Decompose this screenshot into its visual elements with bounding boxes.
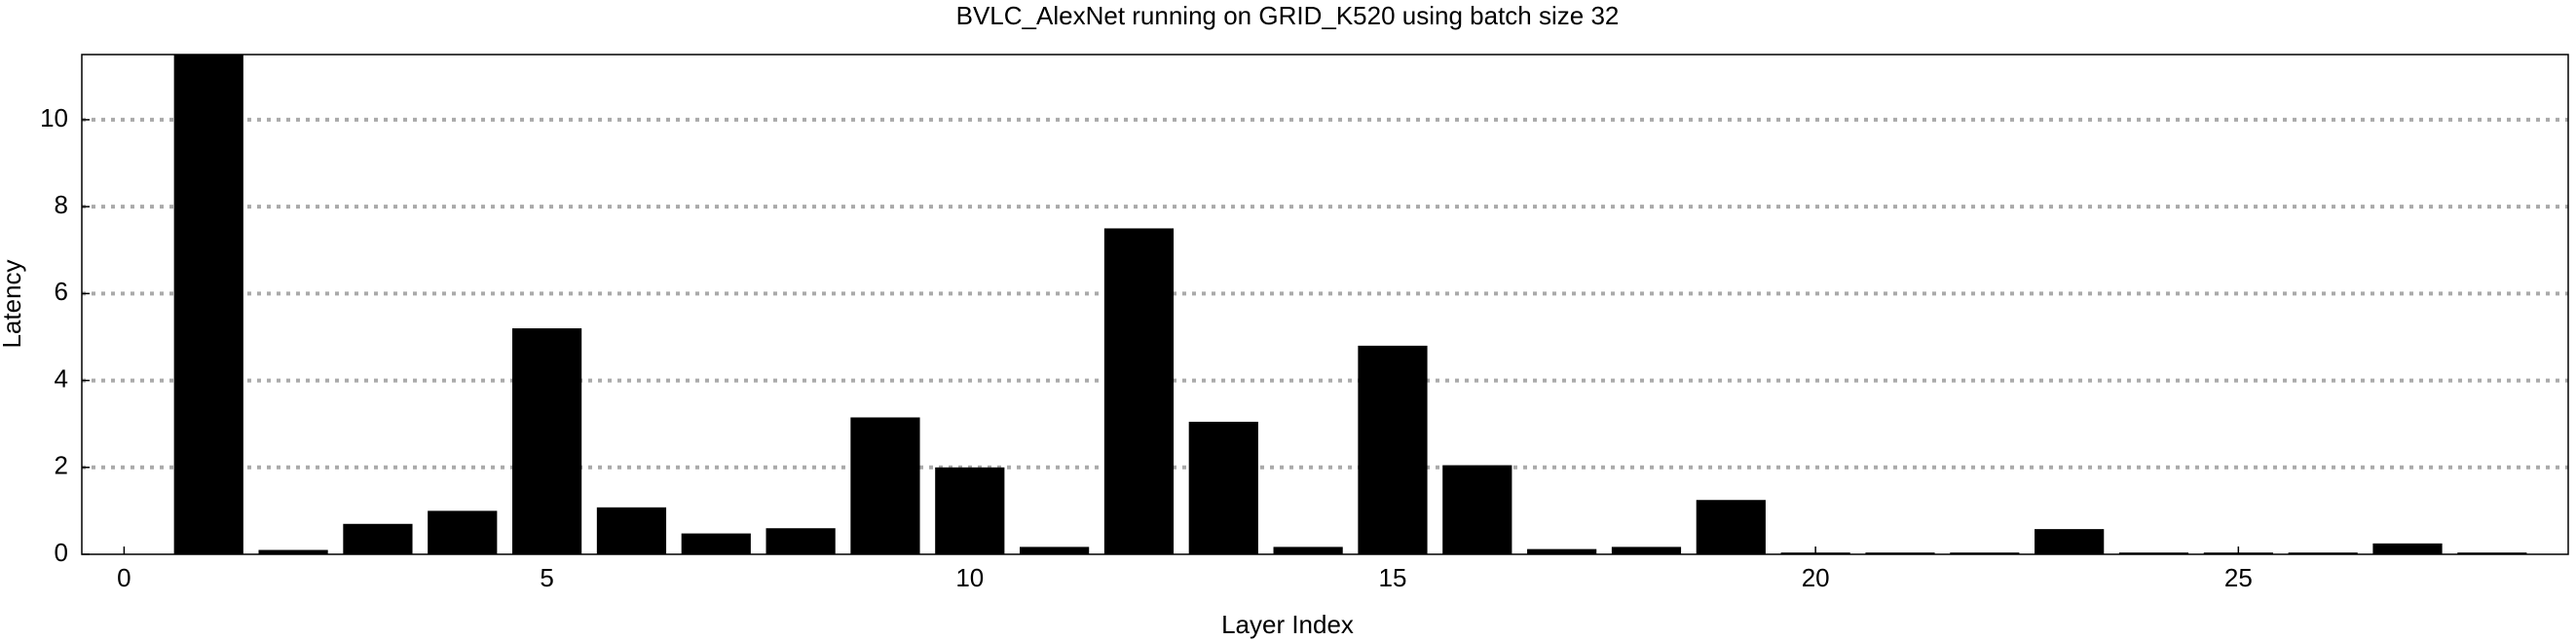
x-tick-label: 15 — [1379, 563, 1407, 592]
y-tick-label: 0 — [55, 538, 68, 567]
bar — [1442, 465, 1512, 554]
bar — [2457, 552, 2527, 554]
grid — [82, 117, 2568, 470]
bar — [2035, 529, 2105, 554]
chart-title: BVLC_AlexNet running on GRID_K520 using … — [956, 1, 1620, 30]
bar — [596, 507, 667, 554]
x-axis-label: Layer Index — [1221, 610, 1354, 639]
y-tick-label: 10 — [40, 103, 68, 132]
y-axis-label: Latency — [0, 259, 26, 348]
y-tick-label: 4 — [55, 363, 68, 393]
bar — [343, 523, 413, 554]
bar — [511, 328, 582, 554]
y-tick-label: 8 — [55, 190, 68, 219]
x-tick-label: 25 — [2224, 563, 2253, 592]
bar — [1527, 548, 1597, 554]
bar — [2288, 552, 2358, 554]
bar — [1020, 547, 1090, 554]
bar — [935, 467, 1005, 554]
bar — [1696, 500, 1766, 554]
bar — [173, 55, 243, 554]
plot-frame — [81, 54, 2569, 555]
x-tick-label: 20 — [1802, 563, 1830, 592]
bar — [1103, 228, 1175, 554]
bar — [2118, 552, 2189, 554]
bar — [765, 528, 836, 554]
bar — [1611, 547, 1682, 554]
bar — [1358, 345, 1428, 554]
x-tick-label: 0 — [117, 563, 131, 592]
bar — [1188, 421, 1258, 554]
x-tick-label: 10 — [955, 563, 984, 592]
y-tick-label: 2 — [55, 451, 68, 480]
bars — [173, 55, 2527, 554]
bar — [1273, 547, 1343, 554]
bar — [2372, 543, 2443, 554]
bar — [428, 510, 498, 554]
x-tick-label: 5 — [540, 563, 553, 592]
bar — [1865, 552, 1935, 554]
bar — [258, 549, 328, 554]
bar — [850, 417, 920, 554]
bar — [1950, 552, 2020, 554]
y-tick-label: 6 — [55, 277, 68, 306]
bar — [681, 533, 751, 554]
